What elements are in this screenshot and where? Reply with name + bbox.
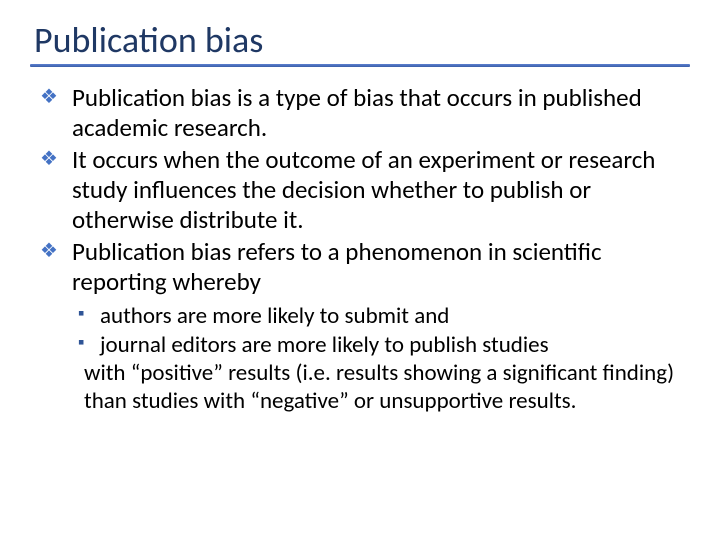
slide-title: Publication bias xyxy=(30,18,690,62)
bullet-item: Publication bias is a type of bias that … xyxy=(52,83,690,143)
bullet-item: It occurs when the outcome of an experim… xyxy=(52,145,690,235)
sub-bullet-item: authors are more likely to submit and xyxy=(84,303,690,331)
slide-container: Publication bias Publication bias is a t… xyxy=(0,0,720,540)
title-underline xyxy=(30,64,690,67)
sub-bullet-list: authors are more likely to submit and jo… xyxy=(30,303,690,359)
sub-conclusion-text: with “positive” results (i.e. results sh… xyxy=(30,360,690,415)
main-bullet-list: Publication bias is a type of bias that … xyxy=(30,83,690,297)
bullet-item: Publication bias refers to a phenomenon … xyxy=(52,237,690,297)
sub-bullet-item: journal editors are more likely to publi… xyxy=(84,332,690,360)
